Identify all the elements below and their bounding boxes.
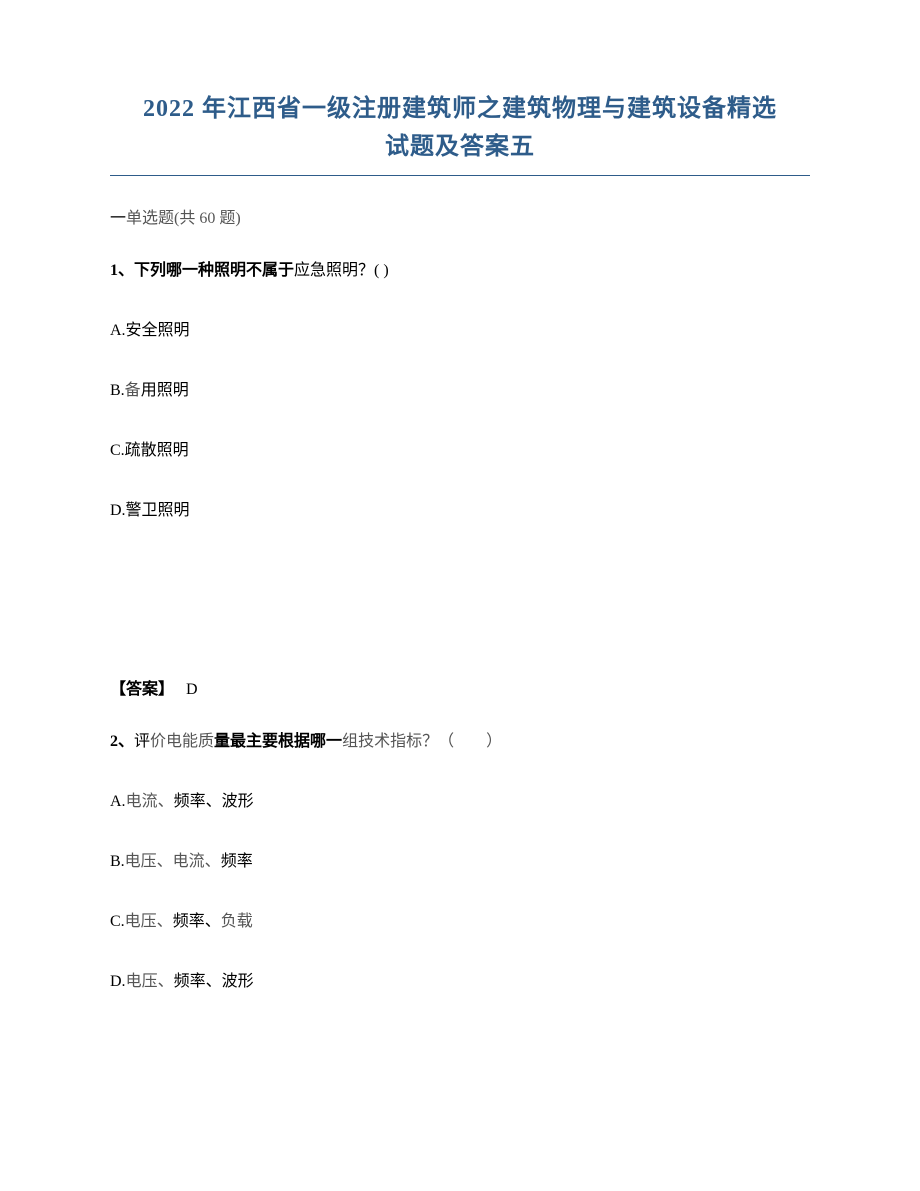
q1-option-b: B.备用照明	[110, 376, 810, 400]
q2-number: 2、	[110, 733, 134, 750]
q2-c-light1: 电压、	[125, 913, 173, 930]
q2-option-d: D.电压、频率、波形	[110, 967, 810, 991]
q2-a-bold: 频率、波形	[174, 793, 254, 810]
q1-option-d: D.警卫照明	[110, 496, 810, 520]
q2-option-a: A.电流、频率、波形	[110, 787, 810, 811]
q2-option-b: B.电压、电流、频率	[110, 847, 810, 871]
question-1: 1、下列哪一种照明不属于应急照明？( ) A.安全照明 B.备用照明 C.疏散照…	[110, 256, 810, 520]
title-line-2: 试题及答案五	[110, 128, 810, 166]
q2-b-prefix: B.	[110, 853, 125, 870]
document-title: 2022 年江西省一级注册建筑师之建筑物理与建筑设备精选 试题及答案五	[110, 90, 810, 167]
q2-stem-pre: 评	[134, 733, 150, 750]
q2-option-c: C.电压、频率、负载	[110, 907, 810, 931]
q2-b-bold: 频率	[221, 853, 253, 870]
q1-option-c: C.疏散照明	[110, 436, 810, 460]
q1-b-prefix: B.	[110, 382, 125, 399]
q1-answer: 【答案】 D	[110, 675, 810, 699]
q1-number: 1、	[110, 262, 134, 279]
answer-value: D	[186, 681, 198, 698]
section-heading: 一单选题(共 60 题)	[110, 204, 810, 228]
q1-b-bold: 用照明	[141, 382, 189, 399]
q2-stem: 2、评价电能质量最主要根据哪一组技术指标？（ ）	[110, 727, 810, 751]
q2-stem-light1: 价电能质	[150, 733, 214, 750]
q2-c-bold1: 频率、	[173, 913, 221, 930]
q2-d-prefix: D.	[110, 973, 126, 990]
q1-b-light: 备	[125, 382, 141, 399]
q2-a-light: 电流、	[126, 793, 174, 810]
answer-label: 【答案】	[110, 681, 174, 698]
q1-stem-bold: 下列哪一种照明不属于	[134, 262, 294, 279]
q1-stem-light: 应急照明？( )	[294, 262, 389, 279]
q2-b-light1: 电压、电流、	[125, 853, 221, 870]
q2-d-bold1: 频率、波形	[174, 973, 254, 990]
q2-c-prefix: C.	[110, 913, 125, 930]
q2-d-light1: 电压、	[126, 973, 174, 990]
q1-option-a: A.安全照明	[110, 316, 810, 340]
section-prefix: 一	[110, 210, 126, 227]
title-line-1: 2022 年江西省一级注册建筑师之建筑物理与建筑设备精选	[110, 90, 810, 128]
q1-stem: 1、下列哪一种照明不属于应急照明？( )	[110, 256, 810, 280]
q2-stem-bold2: 量最主要根据哪一	[214, 733, 342, 750]
q2-stem-light2: 组技术指标？（ ）	[342, 733, 502, 750]
section-text: 单选题(共 60 题)	[126, 210, 241, 227]
title-underline	[110, 175, 810, 176]
q2-c-light2: 负载	[221, 913, 253, 930]
question-2: 2、评价电能质量最主要根据哪一组技术指标？（ ） A.电流、频率、波形 B.电压…	[110, 727, 810, 991]
q2-a-prefix: A.	[110, 793, 126, 810]
